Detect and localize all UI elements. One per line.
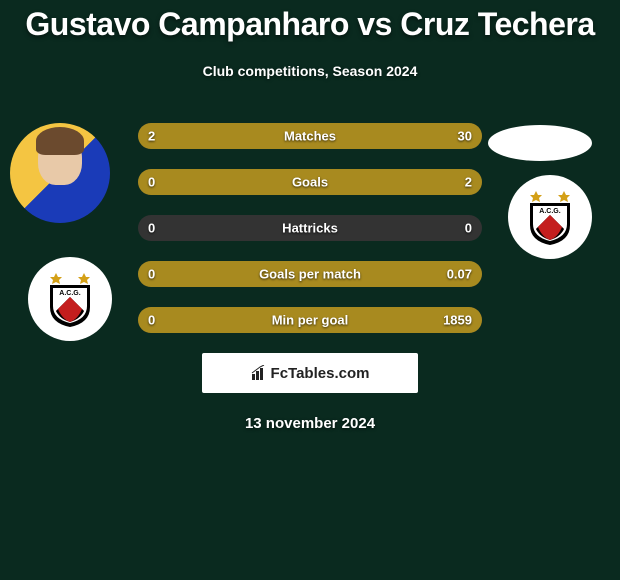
stat-value-right: 1859 — [443, 313, 472, 328]
svg-text:A.C.G.: A.C.G. — [59, 290, 80, 297]
stat-value-left: 2 — [148, 129, 155, 144]
stat-bar: 0 Min per goal 1859 — [138, 307, 482, 333]
comparison-card: Gustavo Campanharo vs Cruz Techera Club … — [0, 0, 620, 580]
stat-bar: 2 Matches 30 — [138, 123, 482, 149]
stat-label: Min per goal — [272, 313, 349, 328]
branding-text: FcTables.com — [271, 365, 370, 382]
svg-text:A.C.G.: A.C.G. — [539, 208, 560, 215]
player-avatar-right-placeholder — [488, 125, 592, 161]
stat-value-right: 2 — [465, 175, 472, 190]
page-subtitle: Club competitions, Season 2024 — [0, 63, 620, 79]
chart-icon — [251, 365, 267, 381]
club-badge-right: A.C.G. — [508, 175, 592, 259]
stat-value-left: 0 — [148, 175, 155, 190]
stat-value-left: 0 — [148, 313, 155, 328]
date-text: 13 november 2024 — [0, 415, 620, 432]
stat-value-right: 0.07 — [447, 267, 472, 282]
branding-badge: FcTables.com — [202, 353, 418, 393]
shield-icon: A.C.G. — [518, 185, 582, 249]
stats-area: A.C.G. A.C.G. 2 Matches 30 0 Goals 2 0 — [0, 123, 620, 333]
shield-icon: A.C.G. — [38, 267, 102, 331]
stat-value-right: 30 — [458, 129, 472, 144]
stat-bar: 0 Hattricks 0 — [138, 215, 482, 241]
stat-value-right: 0 — [465, 221, 472, 236]
player-avatar-left — [10, 123, 110, 223]
stat-label: Goals — [292, 175, 328, 190]
stat-label: Matches — [284, 129, 336, 144]
page-title: Gustavo Campanharo vs Cruz Techera — [0, 6, 620, 43]
stat-value-left: 0 — [148, 267, 155, 282]
stat-label: Hattricks — [282, 221, 338, 236]
stat-label: Goals per match — [259, 267, 361, 282]
stat-value-left: 0 — [148, 221, 155, 236]
stat-bar: 0 Goals 2 — [138, 169, 482, 195]
club-badge-left: A.C.G. — [28, 257, 112, 341]
stat-bar: 0 Goals per match 0.07 — [138, 261, 482, 287]
